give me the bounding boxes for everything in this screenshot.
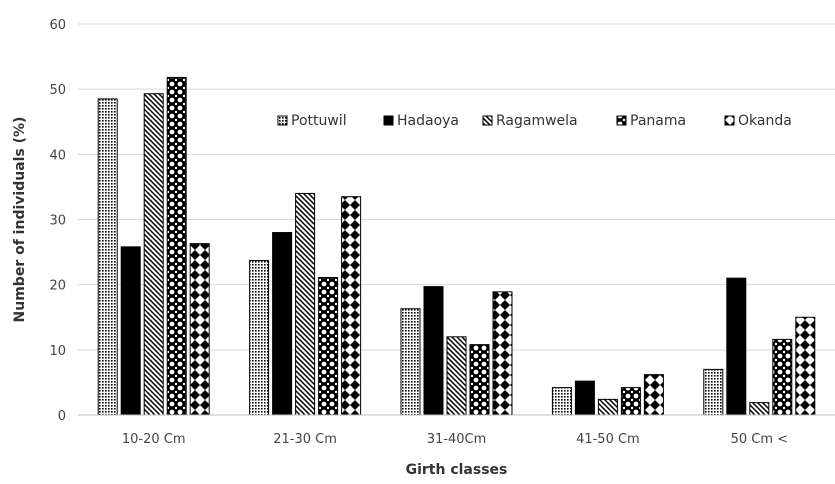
legend-label-panama: Panama <box>630 113 686 129</box>
bar-pottuwil-2 <box>400 308 421 416</box>
y-tick-label: 60 <box>49 18 66 33</box>
x-tick-label: 50 Cm < <box>731 432 788 447</box>
x-axis-title: Girth classes <box>406 462 508 478</box>
bar-hadaoya-0 <box>120 246 141 416</box>
bar-okanda-3 <box>643 374 664 416</box>
legend-label-hadaoya: Hadaoya <box>397 113 459 129</box>
bar-okanda-4 <box>795 316 816 416</box>
bar-hadaoya-3 <box>574 380 595 416</box>
bar-pottuwil-0 <box>97 98 118 416</box>
legend-label-okanda: Okanda <box>738 113 792 129</box>
y-tick-label: 20 <box>49 279 66 294</box>
bar-panama-3 <box>620 387 641 416</box>
bar-hadaoya-1 <box>272 232 293 416</box>
y-tick-label: 40 <box>49 148 66 163</box>
legend: Pottuwil Hadaoya Ragamwela Panama Okanda <box>277 113 792 129</box>
legend-label-ragamwela: Ragamwela <box>496 113 578 129</box>
legend-label-pottuwil: Pottuwil <box>291 113 347 129</box>
bar-okanda-2 <box>492 291 513 416</box>
bar-panama-1 <box>318 276 339 416</box>
bar-panama-2 <box>469 344 490 416</box>
bar-ragamwela-0 <box>143 93 164 416</box>
y-tick-label: 30 <box>49 214 66 229</box>
y-tick-label: 10 <box>49 344 66 359</box>
bar-panama-0 <box>166 76 187 416</box>
y-tick-label: 50 <box>49 83 66 98</box>
bar-ragamwela-4 <box>749 402 770 416</box>
bar-ragamwela-3 <box>597 398 618 416</box>
bar-hadaoya-2 <box>423 286 444 416</box>
bar-okanda-0 <box>189 243 210 416</box>
legend-swatch-hadaoya <box>383 115 394 126</box>
legend-swatch-okanda <box>724 115 735 126</box>
legend-swatch-pottuwil <box>277 115 288 126</box>
bar-pottuwil-1 <box>249 260 270 416</box>
x-axis-ticks: 10-20 Cm 21-30 Cm 31-40Cm 41-50 Cm 50 Cm < <box>122 432 788 447</box>
bar-pottuwil-3 <box>551 387 572 416</box>
y-axis-title: Number of individuals (%) <box>12 117 28 323</box>
bar-pottuwil-4 <box>703 368 724 416</box>
x-tick-label: 21-30 Cm <box>273 432 337 447</box>
bar-ragamwela-2 <box>446 336 467 416</box>
x-tick-label: 41-50 Cm <box>576 432 640 447</box>
legend-swatch-ragamwela <box>482 115 493 126</box>
bar-ragamwela-1 <box>295 192 316 416</box>
bar-panama-4 <box>772 338 793 416</box>
y-tick-label: 0 <box>58 409 66 424</box>
bar-hadaoya-4 <box>726 277 747 416</box>
x-tick-label: 31-40Cm <box>427 432 487 447</box>
bar-okanda-1 <box>341 196 362 416</box>
x-tick-label: 10-20 Cm <box>122 432 186 447</box>
y-axis-ticks: 0 10 20 30 40 50 60 <box>49 18 66 424</box>
bars <box>97 76 816 416</box>
legend-swatch-panama <box>616 115 627 126</box>
